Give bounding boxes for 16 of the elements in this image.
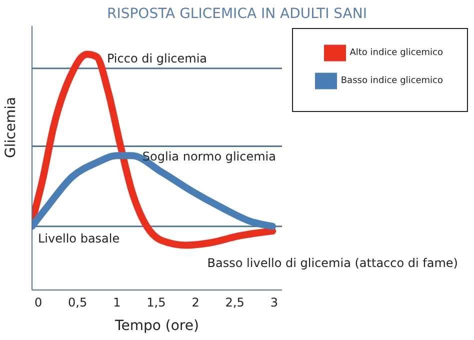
ref-line-label: Picco di glicemia <box>106 51 208 66</box>
x-tick-label: 1,5 <box>146 296 166 310</box>
x-tick-label: 3 <box>270 296 278 310</box>
x-tick-label: 2,5 <box>225 296 244 310</box>
ref-line-label: Livello basale <box>38 231 120 246</box>
legend-label: Alto indice glicemico <box>350 48 443 58</box>
x-axis-title: Tempo (ore) <box>114 318 199 334</box>
x-tick-label: 1 <box>113 296 121 310</box>
x-tick-label: 2 <box>192 296 200 310</box>
ref-line-label: Soglia normo glicemia <box>142 150 276 164</box>
legend-label: Basso indice glicemico <box>340 76 443 86</box>
x-tick-label: 0,5 <box>68 296 88 310</box>
y-axis-title: Glicemia <box>2 96 19 158</box>
annotation: Basso livello di glicemia (attacco di fame) <box>207 256 458 270</box>
chart-title: RISPOSTA GLICEMICA IN ADULTI SANI <box>106 6 368 22</box>
x-tick-label: 0 <box>34 296 42 310</box>
